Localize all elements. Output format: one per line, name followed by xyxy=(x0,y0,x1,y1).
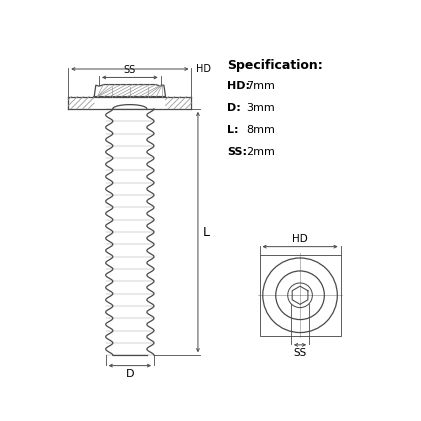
Text: Specification:: Specification: xyxy=(227,59,323,72)
Text: L:: L: xyxy=(227,125,239,136)
Text: HD:: HD: xyxy=(227,81,250,91)
Text: 7mm: 7mm xyxy=(247,81,275,91)
Text: SS: SS xyxy=(293,348,306,358)
Text: D: D xyxy=(125,369,134,379)
Text: 3mm: 3mm xyxy=(247,104,275,113)
Text: D:: D: xyxy=(227,104,241,113)
Text: L: L xyxy=(203,226,210,239)
Text: 2mm: 2mm xyxy=(247,147,275,157)
Text: SS:: SS: xyxy=(227,147,247,157)
Text: HD: HD xyxy=(196,64,211,74)
Text: 8mm: 8mm xyxy=(247,125,275,136)
Text: SS: SS xyxy=(124,65,136,75)
Text: HD: HD xyxy=(292,234,308,244)
